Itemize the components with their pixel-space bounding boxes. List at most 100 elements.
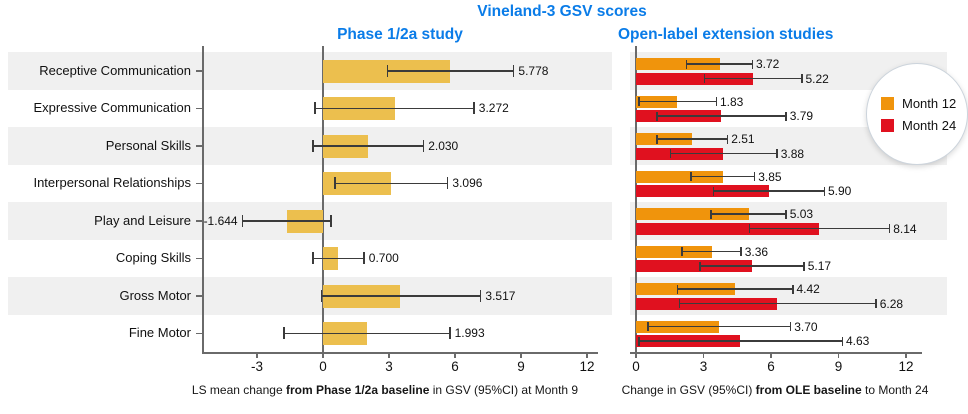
error-bar-cap-low [685,59,687,69]
error-bar-cap-low [748,224,750,233]
x-axis-line-left-panel [202,352,598,354]
error-bar-line [312,145,425,147]
row-stripe-left [8,277,612,315]
error-bar-cap-low [681,247,683,256]
zero-line-right-panel [635,46,637,352]
x-tick [454,352,456,358]
panel-title-ole: Open-label extension studies [618,26,834,43]
error-bar-line [638,340,843,342]
caption-right-post: to Month 24 [861,383,929,397]
error-bar-line [699,265,805,267]
bar-month12 [636,58,720,70]
value-label: 5.03 [789,207,814,221]
error-bar-line [669,152,778,155]
value-label: 5.778 [518,63,549,78]
error-bar-cap-low [638,336,640,346]
error-bar-cap-high [823,186,825,196]
bar-phase12a [323,59,451,83]
caption-left-pre: LS mean change [191,383,286,397]
value-label: 3.36 [744,244,769,259]
category-tick [196,220,203,222]
value-label: 5.90 [828,184,852,198]
error-bar-line [320,295,482,297]
x-tick [702,352,705,358]
category-tick [196,70,203,72]
error-bar-line [748,227,891,230]
caption-left-axis-label: LS mean change from Phase 1/2a baseline … [190,383,580,397]
caption-right-pre: Change in GSV (95%CI) [621,383,756,397]
caption-right-axis-label: Change in GSV (95%CI) from OLE baseline … [605,383,945,397]
value-label: 0.700 [368,251,399,266]
value-label: 3.70 [794,319,818,334]
error-bar-cap-high [776,149,778,158]
legend-circle: Month 12 Month 24 [866,63,968,165]
error-bar-line [676,288,794,290]
caption-left-bold: from Phase 1/2a baseline [285,383,430,397]
y-axis-line-left-panel [202,46,204,352]
error-bar-line [703,77,803,80]
x-tick-label: 9 [834,359,843,374]
error-bar-line [312,257,365,259]
value-label: 3.72 [756,57,780,71]
error-bar-line [334,182,449,184]
error-bar-cap-low [320,289,323,302]
error-bar-line [647,325,792,328]
row-stripe-left [8,127,612,165]
bar-month24 [636,260,753,272]
value-label: 4.63 [846,334,870,348]
caption-left-post: in GSV (95%CI) at Month 9 [429,383,579,397]
category-tick [196,145,203,147]
value-label: 2.51 [731,132,755,146]
error-bar-cap-low [283,327,285,340]
value-label: 8.14 [893,221,917,236]
category-tick [196,295,203,297]
x-tick [520,352,522,358]
value-label: 1.83 [720,94,744,109]
value-label: 5.17 [807,259,832,273]
error-bar-cap-high [363,252,365,265]
error-bar-cap-low [241,214,244,227]
bar-month24 [636,222,820,235]
legend-item-month24: Month 24 [881,118,967,133]
error-bar-line [314,107,475,109]
category-label: Personal Skills [105,137,191,153]
error-bar-cap-high [740,247,742,256]
x-tick-label: 3 [385,359,393,374]
error-bar-cap-low [656,111,658,121]
value-label: 2.030 [428,138,459,153]
error-bar-cap-low [334,177,336,190]
legend-swatch-month12 [881,96,894,110]
x-tick [905,352,907,358]
category-tick [196,332,203,334]
error-bar-line [656,115,787,117]
error-bar-cap-low [312,252,314,265]
category-label: Play and Leisure [94,212,191,228]
error-bar-cap-low [676,284,678,294]
category-label: Coping Skills [115,250,191,266]
x-tick [322,352,324,358]
error-bar-cap-high [512,64,515,77]
error-bar-cap-low [314,102,316,115]
error-bar-cap-low [647,322,649,331]
error-bar-cap-high [789,322,792,331]
error-bar-cap-high [726,134,729,144]
value-label: 5.22 [805,71,829,86]
category-label: Receptive Communication [39,62,191,78]
error-bar-cap-high [785,111,787,121]
error-bar-cap-high [875,299,877,308]
error-bar-line [690,175,756,178]
x-tick-label: 9 [517,359,525,374]
error-bar-line [681,250,742,253]
bar-month12 [636,245,712,258]
x-tick-label: 0 [632,359,640,374]
value-label: -1.644 [203,213,238,228]
error-bar-line [283,332,451,334]
error-bar-cap-high [473,102,475,115]
bar-month24 [636,185,769,197]
category-tick [196,257,203,259]
error-bar-cap-low [703,74,705,83]
x-tick-label: 6 [767,359,775,374]
value-label: 1.993 [454,326,485,341]
value-label: 3.85 [758,169,782,184]
